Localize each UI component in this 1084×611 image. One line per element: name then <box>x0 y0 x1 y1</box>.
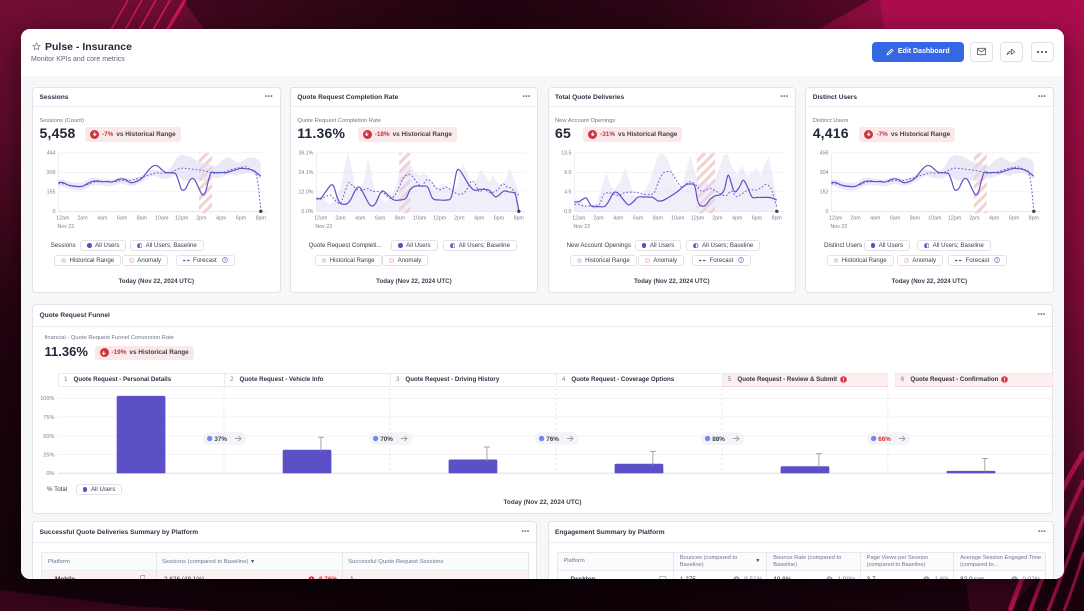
svg-text:309: 309 <box>47 170 56 176</box>
svg-text:4.5: 4.5 <box>564 190 571 196</box>
svg-text:36.1%: 36.1% <box>298 151 313 157</box>
svg-text:2am: 2am <box>335 216 346 222</box>
svg-text:66%: 66% <box>878 436 891 443</box>
svg-text:2am: 2am <box>851 216 862 222</box>
svg-text:8pm: 8pm <box>513 216 524 222</box>
svg-text:4am: 4am <box>355 216 366 222</box>
svg-text:13.5: 13.5 <box>561 151 571 157</box>
svg-text:6am: 6am <box>890 216 901 222</box>
svg-text:12pm: 12pm <box>948 216 962 222</box>
svg-text:4pm: 4pm <box>216 216 227 222</box>
svg-text:12am: 12am <box>829 216 843 222</box>
svg-text:70%: 70% <box>380 436 393 443</box>
svg-text:12pm: 12pm <box>175 216 189 222</box>
svg-text:10am: 10am <box>413 216 427 222</box>
svg-text:2pm: 2pm <box>196 216 207 222</box>
svg-text:8am: 8am <box>394 216 405 222</box>
svg-text:152: 152 <box>820 190 829 196</box>
svg-text:2pm: 2pm <box>454 216 465 222</box>
svg-text:0: 0 <box>53 209 56 215</box>
svg-text:76%: 76% <box>546 436 559 443</box>
svg-text:0.0: 0.0 <box>564 209 571 215</box>
svg-text:10am: 10am <box>928 216 942 222</box>
svg-text:2am: 2am <box>77 216 88 222</box>
svg-text:?: ? <box>996 258 999 263</box>
svg-text:155: 155 <box>47 190 56 196</box>
svg-text:88%: 88% <box>712 436 725 443</box>
svg-text:?: ? <box>223 258 226 263</box>
svg-text:0.0%: 0.0% <box>301 209 313 215</box>
svg-text:9.0: 9.0 <box>564 170 571 176</box>
svg-text:75%: 75% <box>43 415 54 421</box>
svg-text:12pm: 12pm <box>690 216 704 222</box>
svg-text:4am: 4am <box>613 216 624 222</box>
svg-text:4am: 4am <box>870 216 881 222</box>
svg-text:8pm: 8pm <box>256 216 267 222</box>
svg-text:Nov 22: Nov 22 <box>315 224 332 230</box>
svg-text:12am: 12am <box>314 216 328 222</box>
svg-text:10am: 10am <box>671 216 685 222</box>
svg-text:2pm: 2pm <box>712 216 723 222</box>
svg-text:8am: 8am <box>652 216 663 222</box>
svg-text:6am: 6am <box>117 216 128 222</box>
svg-text:6pm: 6pm <box>236 216 247 222</box>
svg-text:12am: 12am <box>56 216 70 222</box>
svg-text:12.0%: 12.0% <box>298 190 313 196</box>
svg-text:6am: 6am <box>375 216 386 222</box>
svg-text:2am: 2am <box>593 216 604 222</box>
svg-text:8am: 8am <box>910 216 921 222</box>
svg-text:8am: 8am <box>137 216 148 222</box>
svg-text:0%: 0% <box>46 471 54 477</box>
svg-text:25%: 25% <box>43 453 54 459</box>
svg-text:2pm: 2pm <box>969 216 980 222</box>
svg-text:464: 464 <box>47 151 56 157</box>
svg-text:4am: 4am <box>97 216 108 222</box>
svg-text:4pm: 4pm <box>989 216 1000 222</box>
svg-text:12am: 12am <box>572 216 586 222</box>
svg-text:Nov 22: Nov 22 <box>57 224 74 230</box>
svg-text:Nov 22: Nov 22 <box>573 224 590 230</box>
svg-text:10am: 10am <box>155 216 169 222</box>
svg-text:6pm: 6pm <box>494 216 505 222</box>
svg-text:6am: 6am <box>632 216 643 222</box>
svg-text:8pm: 8pm <box>771 216 782 222</box>
svg-text:6pm: 6pm <box>1009 216 1020 222</box>
svg-text:?: ? <box>740 258 743 263</box>
svg-text:Nov 22: Nov 22 <box>831 224 848 230</box>
svg-text:50%: 50% <box>43 434 54 440</box>
svg-text:304: 304 <box>820 170 829 176</box>
svg-text:4pm: 4pm <box>732 216 743 222</box>
svg-text:37%: 37% <box>214 436 227 443</box>
svg-text:100%: 100% <box>40 396 54 402</box>
svg-text:24.1%: 24.1% <box>298 170 313 176</box>
svg-text:12pm: 12pm <box>433 216 447 222</box>
svg-text:456: 456 <box>820 151 829 157</box>
svg-text:8pm: 8pm <box>1029 216 1040 222</box>
svg-text:0: 0 <box>826 209 829 215</box>
svg-text:6pm: 6pm <box>751 216 762 222</box>
svg-text:4pm: 4pm <box>474 216 485 222</box>
